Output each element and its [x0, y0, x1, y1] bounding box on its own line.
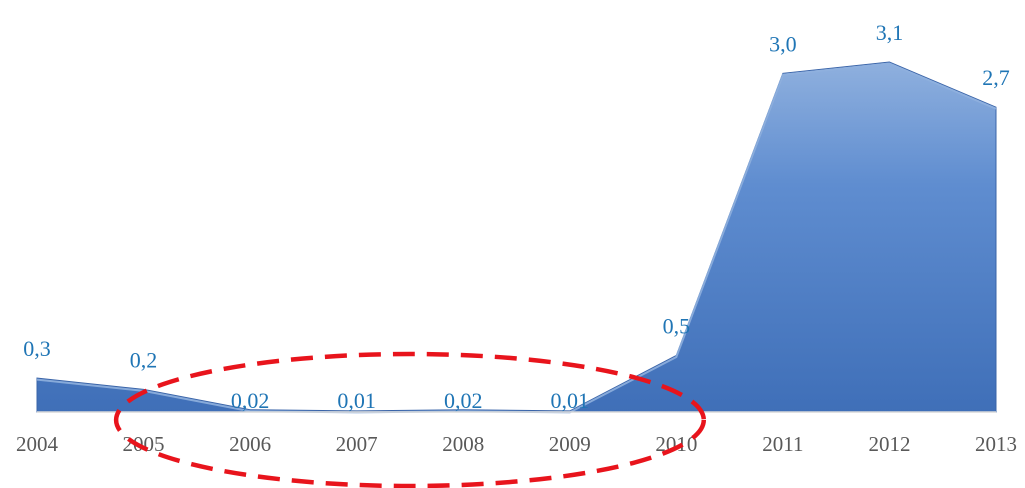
area-series	[36, 61, 997, 413]
x-tick-label: 2005	[123, 432, 165, 456]
x-tick-label: 2007	[336, 432, 378, 456]
x-tick-label: 2009	[549, 432, 591, 456]
data-label: 0,01	[551, 388, 590, 413]
annotation-layer	[113, 351, 706, 488]
x-tick-labels: 2004 2005 2006 2007 2008 2009 2010 2011 2012 2013	[16, 432, 1017, 456]
data-label: 0,02	[231, 388, 270, 413]
data-label: 3,0	[769, 31, 797, 56]
x-tick-label: 2008	[442, 432, 484, 456]
x-tick-label: 2011	[762, 432, 803, 456]
x-tick-label: 2013	[975, 432, 1017, 456]
data-label: 2,7	[982, 65, 1010, 90]
data-label: 0,01	[337, 388, 376, 413]
x-tick-label: 2004	[16, 432, 59, 456]
data-label: 0,3	[23, 336, 51, 361]
data-label: 0,5	[663, 314, 691, 339]
x-tick-label: 2006	[229, 432, 271, 456]
data-label: 0,2	[130, 347, 158, 372]
data-labels: 0,3 0,2 0,02 0,01 0,02 0,01 0,5 3,0 3,1 2,7	[23, 20, 1010, 413]
x-tick-label: 2010	[655, 432, 697, 456]
dashed-ellipse-annotation	[113, 351, 706, 488]
data-label: 3,1	[876, 20, 904, 45]
data-label: 0,02	[444, 388, 483, 413]
x-tick-label: 2012	[868, 432, 910, 456]
